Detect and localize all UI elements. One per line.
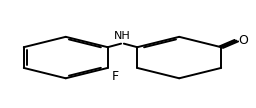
Text: F: F [112,70,119,83]
Text: O: O [239,34,249,47]
Text: NH: NH [114,31,131,41]
